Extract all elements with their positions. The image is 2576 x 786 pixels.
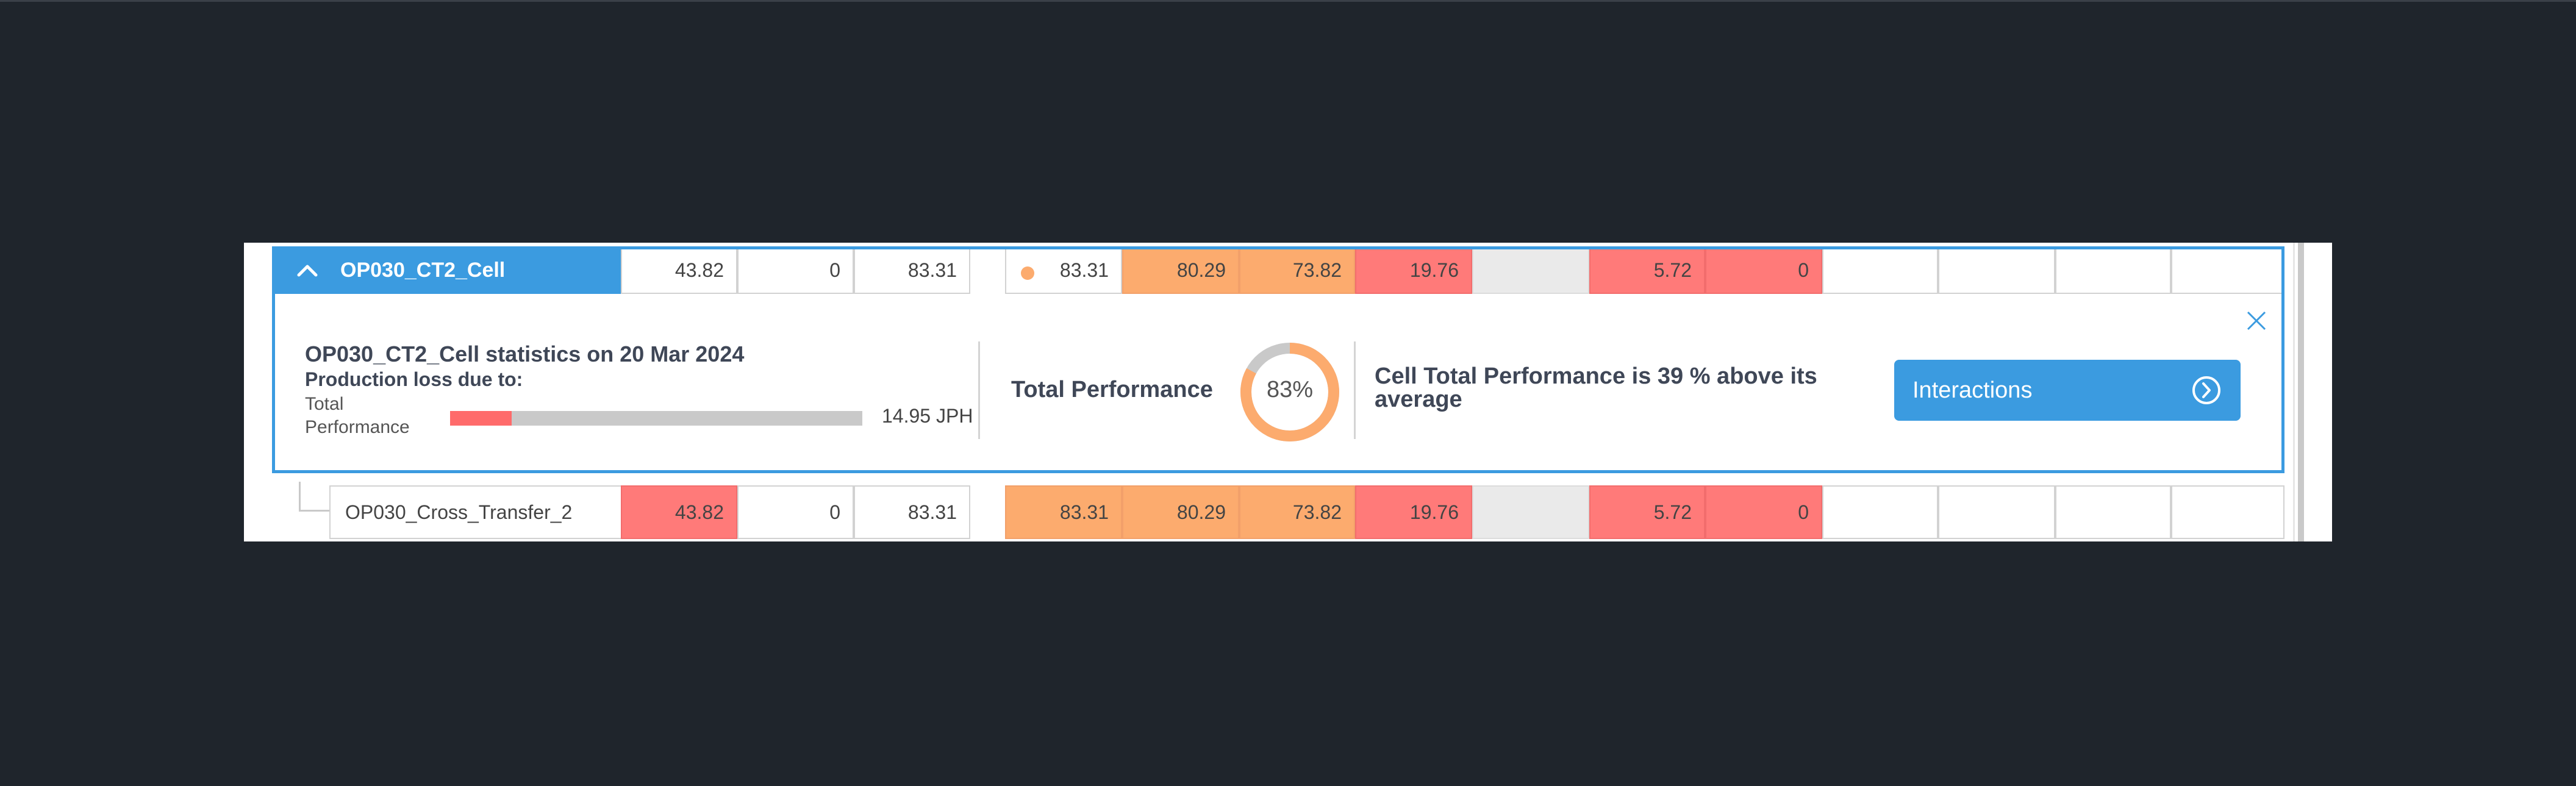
metric-cell: 0 — [737, 485, 854, 539]
metric-cell — [1938, 485, 2055, 539]
row-header-op030-ct2-cell[interactable]: OP030_CT2_Cell — [273, 246, 621, 294]
metric-cell — [1822, 246, 1938, 294]
panel-edge — [2293, 243, 2295, 541]
performance-donut — [1240, 343, 1339, 441]
close-icon[interactable] — [2244, 309, 2269, 333]
metric-cell: 5.72 — [1589, 485, 1705, 539]
metric-cell: 43.82 — [621, 246, 737, 294]
tree-connector — [299, 510, 331, 512]
loss-label: Total Performance — [305, 394, 410, 437]
metric-cell — [2171, 485, 2284, 539]
metric-cell: 83.31 — [854, 246, 970, 294]
chevron-right-circle-icon — [2192, 376, 2220, 404]
total-performance-label: Total Performance — [1011, 377, 1213, 402]
metric-cell: 83.31 — [854, 485, 970, 539]
row-name-op030-cross-transfer-2[interactable]: OP030_Cross_Transfer_2 — [329, 485, 622, 539]
scrollbar[interactable] — [2298, 243, 2304, 541]
interactions-button-label: Interactions — [1912, 377, 2033, 403]
donut-fill — [1240, 343, 1339, 441]
metric-value: 83.31 — [1059, 259, 1109, 281]
loss-bar — [450, 411, 862, 426]
metric-cell: 19.76 — [1355, 246, 1472, 294]
performance-message: Cell Total Performance is 39 % above its… — [1375, 363, 1817, 412]
details-subtitle: Production loss due to: — [305, 368, 523, 390]
metric-cell: 0 — [737, 246, 854, 294]
interactions-button[interactable]: Interactions — [1894, 360, 2241, 421]
metric-cell: 0 — [1705, 485, 1822, 539]
details-title: OP030_CT2_Cell statistics on 20 Mar 2024 — [305, 341, 745, 366]
chevron-up-icon[interactable] — [292, 254, 323, 286]
row-name: OP030_CT2_Cell — [340, 258, 506, 282]
metric-cell — [2055, 246, 2171, 294]
metric-cell: 73.82 — [1239, 485, 1355, 539]
divider — [978, 341, 980, 439]
metric-cell: 5.72 — [1589, 246, 1705, 294]
donut-percent: 83% — [1266, 377, 1314, 402]
tree-connector — [299, 482, 301, 511]
loss-value: 14.95 JPH — [882, 405, 973, 427]
metric-cell: 80.29 — [1122, 485, 1239, 539]
metric-cell: 83.31 — [1005, 485, 1122, 539]
metric-cell-status: 83.31 — [1005, 246, 1122, 294]
loss-bar-fill — [450, 411, 512, 426]
row-details-card — [272, 246, 2284, 473]
metric-cell: 19.76 — [1355, 485, 1472, 539]
metric-cell: 0 — [1705, 246, 1822, 294]
metric-cell: 73.82 — [1239, 246, 1355, 294]
metric-cell: 43.82 — [621, 485, 737, 539]
top-border — [0, 0, 2576, 2]
divider — [1354, 341, 1356, 439]
metric-cell — [1822, 485, 1938, 539]
status-dot — [1021, 266, 1034, 280]
metric-cell: 80.29 — [1122, 246, 1239, 294]
metric-cell — [2055, 485, 2171, 539]
metric-cell — [1938, 246, 2055, 294]
metric-cell — [1472, 485, 1589, 539]
